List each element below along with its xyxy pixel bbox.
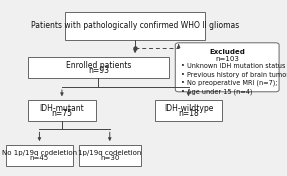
Text: n=45: n=45 [30, 155, 49, 161]
Text: IDH-mutant: IDH-mutant [40, 104, 84, 113]
FancyBboxPatch shape [79, 145, 141, 166]
Text: Patients with pathologically confirmed WHO II gliomas: Patients with pathologically confirmed W… [31, 21, 239, 30]
FancyBboxPatch shape [6, 145, 73, 166]
Text: n=103: n=103 [215, 56, 239, 62]
Text: n=18: n=18 [178, 109, 199, 118]
Text: Excluded: Excluded [209, 49, 245, 55]
FancyBboxPatch shape [65, 12, 205, 40]
Text: n=93: n=93 [88, 66, 109, 75]
FancyBboxPatch shape [155, 100, 222, 121]
FancyBboxPatch shape [28, 100, 96, 121]
Text: n=75: n=75 [51, 109, 72, 118]
Text: No 1p/19q codeletion: No 1p/19q codeletion [2, 150, 77, 156]
Text: n=30: n=30 [100, 155, 119, 161]
FancyBboxPatch shape [175, 43, 279, 92]
Text: 1p/19q codeletion: 1p/19q codeletion [78, 150, 141, 156]
Text: • Unknown IDH mutation status (n=85);
• Previous history of brain tumors (n=6);
: • Unknown IDH mutation status (n=85); • … [181, 63, 287, 95]
Text: Enrolled patients: Enrolled patients [66, 61, 131, 70]
Text: IDH-wildtype: IDH-wildtype [164, 104, 213, 113]
FancyBboxPatch shape [28, 57, 169, 78]
